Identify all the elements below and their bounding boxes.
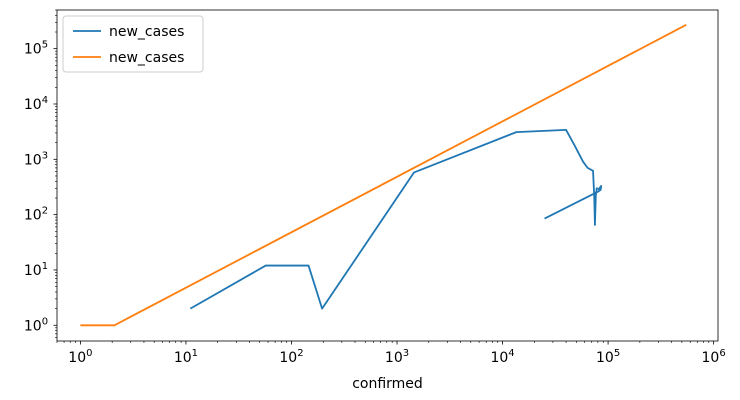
x-axis-ticks: 100 101 102 103 104 105 106 — [56, 341, 726, 366]
y-tick-label: 100 — [24, 316, 48, 334]
x-tick-label: 104 — [490, 348, 514, 366]
series-layer — [80, 24, 687, 327]
x-axis-label: confirmed — [352, 376, 423, 392]
y-tick-label: 102 — [24, 206, 48, 224]
legend: new_cases new_cases — [62, 15, 204, 73]
x-tick-label: 102 — [279, 348, 303, 366]
y-tick-label: 105 — [24, 40, 48, 58]
x-tick-label: 103 — [385, 348, 409, 366]
y-tick-label: 101 — [24, 261, 48, 279]
series-line-1 — [189, 129, 603, 310]
y-tick-label: 104 — [24, 95, 48, 113]
y-tick-label: 103 — [24, 150, 48, 168]
x-tick-label: 101 — [174, 348, 198, 366]
x-tick-label: 105 — [596, 348, 620, 366]
y-axis-ticks: 100 101 102 103 104 105 — [24, 9, 57, 338]
series-line-2 — [80, 24, 687, 327]
x-tick-label: 106 — [702, 348, 726, 366]
legend-label-series-2: new_cases — [109, 50, 184, 66]
legend-box — [62, 15, 204, 73]
plot-frame — [56, 9, 719, 342]
x-tick-label: 100 — [68, 348, 92, 366]
legend-label-series-1: new_cases — [109, 24, 184, 40]
